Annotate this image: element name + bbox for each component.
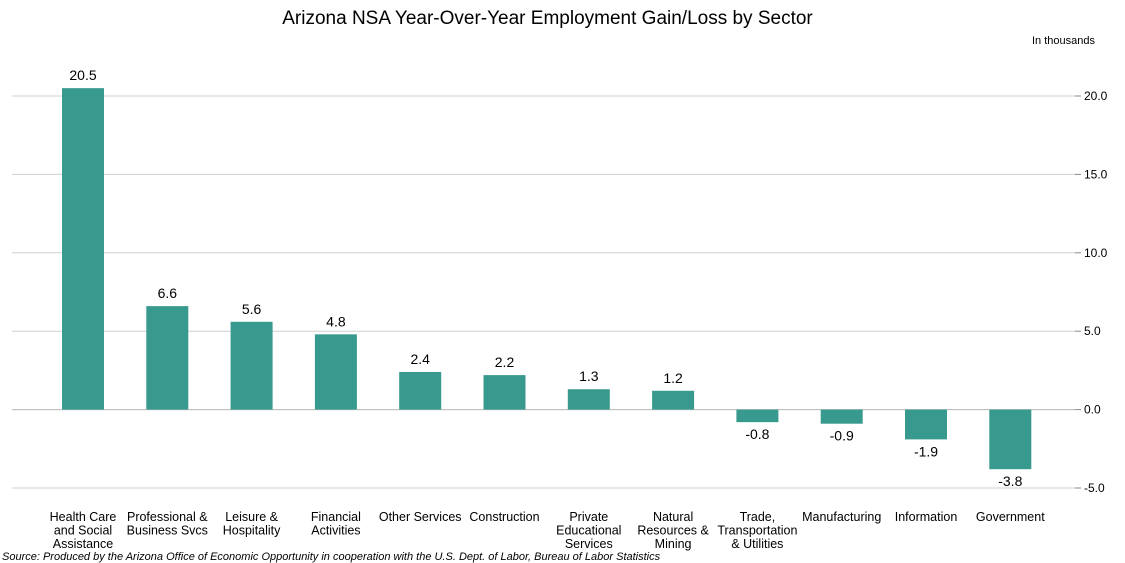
bar — [989, 409, 1032, 470]
x-tick-label: Construction — [469, 510, 539, 524]
x-tick-label-line: and Social — [54, 524, 112, 538]
x-tick-label-line: Services — [565, 537, 613, 551]
x-tick-label-line: Assistance — [53, 537, 113, 551]
x-tick-label-line: Manufacturing — [802, 510, 881, 524]
data-label: -0.9 — [830, 428, 854, 444]
bar — [736, 409, 779, 423]
bar — [820, 409, 863, 424]
x-tick-label: Leisure & Hospitality — [223, 510, 281, 538]
data-label: -1.9 — [914, 443, 938, 459]
x-tick-label: Health Care and Social Assistance — [50, 510, 117, 551]
x-tick-label-line: Professional & — [127, 510, 208, 524]
data-label: 2.4 — [410, 351, 430, 367]
x-tick-label-line: Hospitality — [223, 524, 281, 538]
x-tick-label-line: Educational — [556, 524, 621, 538]
bar — [652, 390, 695, 410]
x-tick-label-line: Construction — [469, 510, 539, 524]
x-tick-label-line: Trade, — [740, 510, 776, 524]
x-tick-label: Private Educational Services — [556, 510, 621, 551]
x-tick-label-line: Government — [976, 510, 1045, 524]
data-label: 5.6 — [242, 301, 262, 317]
bar — [314, 334, 357, 410]
x-tick-label-line: Financial — [311, 510, 361, 524]
bar — [567, 389, 610, 410]
data-label: 1.2 — [663, 370, 683, 386]
y-tick-label: 20.0 — [1084, 89, 1108, 103]
x-tick-label: Information — [895, 510, 958, 524]
data-label: -3.8 — [998, 473, 1022, 489]
x-tick-label-line: Other Services — [379, 510, 462, 524]
x-tick-label-line: Natural — [653, 510, 693, 524]
bar — [399, 371, 442, 410]
data-label: 6.6 — [158, 285, 178, 301]
y-tick-label: 5.0 — [1084, 324, 1101, 338]
x-tick-label-line: Business Svcs — [127, 524, 208, 538]
data-label: 20.5 — [69, 67, 96, 83]
x-tick-label-line: Activities — [311, 524, 360, 538]
data-label: 2.2 — [495, 354, 515, 370]
chart-title: Arizona NSA Year-Over-Year Employment Ga… — [282, 8, 813, 29]
units-label: In thousands — [1032, 35, 1095, 47]
data-label: -0.8 — [745, 426, 769, 442]
x-tick-label-line: Mining — [655, 537, 692, 551]
x-tick-label: Financial Activities — [311, 510, 361, 538]
x-tick-label-line: Leisure & — [225, 510, 278, 524]
x-tick-label-line: Private — [569, 510, 608, 524]
y-tick-label: -5.0 — [1084, 481, 1105, 495]
x-tick-label: Trade, Transportation & Utilities — [717, 510, 797, 551]
x-tick-label-line: Resources & — [637, 524, 709, 538]
data-label: 1.3 — [579, 368, 599, 384]
y-tick-label: 15.0 — [1084, 167, 1108, 181]
bar — [483, 375, 526, 410]
source-note: Source: Produced by the Arizona Office o… — [2, 551, 661, 563]
x-tick-label-line: Health Care — [50, 510, 117, 524]
bar — [905, 409, 947, 440]
x-tick-label-line: Information — [895, 510, 958, 524]
bar — [62, 88, 104, 410]
x-tick-label: Professional & Business Svcs — [127, 510, 209, 538]
y-tick-label: 0.0 — [1084, 403, 1101, 417]
x-tick-label-line: Transportation — [717, 524, 797, 538]
x-tick-label: Other Services — [379, 510, 462, 524]
x-tick-label: Manufacturing — [802, 510, 881, 524]
x-tick-label: Natural Resources & Mining — [637, 510, 709, 551]
x-tick-label: Government — [976, 510, 1045, 524]
bar — [230, 321, 273, 410]
bar — [146, 306, 189, 410]
y-tick-label: 10.0 — [1084, 246, 1108, 260]
data-label: 4.8 — [326, 313, 346, 329]
x-tick-label-line: & Utilities — [731, 537, 783, 551]
